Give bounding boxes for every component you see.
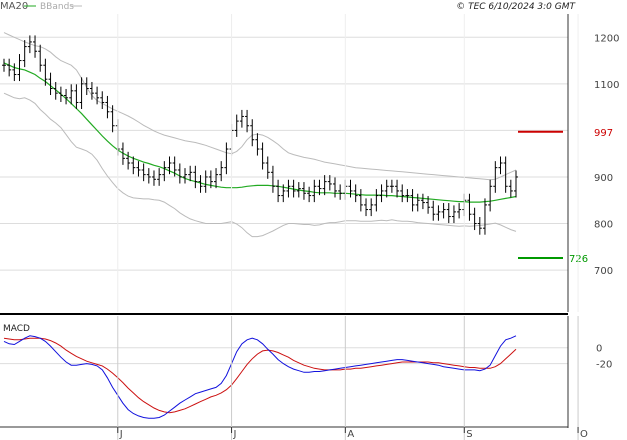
x-tick-label: S bbox=[466, 429, 472, 440]
price-tick-label: 800 bbox=[594, 220, 613, 231]
macd-lines bbox=[3, 335, 517, 419]
price-tick-label: 700 bbox=[594, 266, 613, 277]
bollinger-bands bbox=[3, 32, 517, 238]
macd-label: MACD bbox=[3, 324, 30, 334]
x-tick-label: A bbox=[347, 429, 354, 440]
macd-signal-line bbox=[3, 337, 517, 414]
ma20-legend: MA20 bbox=[0, 1, 28, 12]
x-tick-label: J bbox=[233, 429, 237, 440]
upper-band-line bbox=[3, 32, 517, 181]
price-tick-label: 1100 bbox=[594, 80, 619, 91]
x-tick-label: J bbox=[119, 429, 123, 440]
x-tick-label: O bbox=[580, 429, 588, 440]
macd-main-line bbox=[3, 335, 517, 419]
bbands-legend: BBands bbox=[40, 2, 74, 12]
price-grid bbox=[0, 36, 568, 271]
resistance-level-label: 997 bbox=[594, 128, 613, 139]
price-tick-label: 1200 bbox=[594, 33, 619, 44]
ma20-line bbox=[3, 62, 517, 203]
copyright-label: © TEC 6/10/2024 3:0 GMT bbox=[456, 2, 576, 12]
lower-band-line bbox=[3, 92, 517, 238]
macd-tick-label: -20 bbox=[596, 360, 612, 371]
price-tick-labels: 700 800 900 1100 1200 bbox=[594, 33, 619, 277]
macd-tick-label: 0 bbox=[596, 344, 602, 355]
macd-tick-labels: 0-20 bbox=[596, 344, 612, 371]
price-tick-label: 900 bbox=[594, 173, 613, 184]
ma20-path bbox=[3, 62, 517, 203]
